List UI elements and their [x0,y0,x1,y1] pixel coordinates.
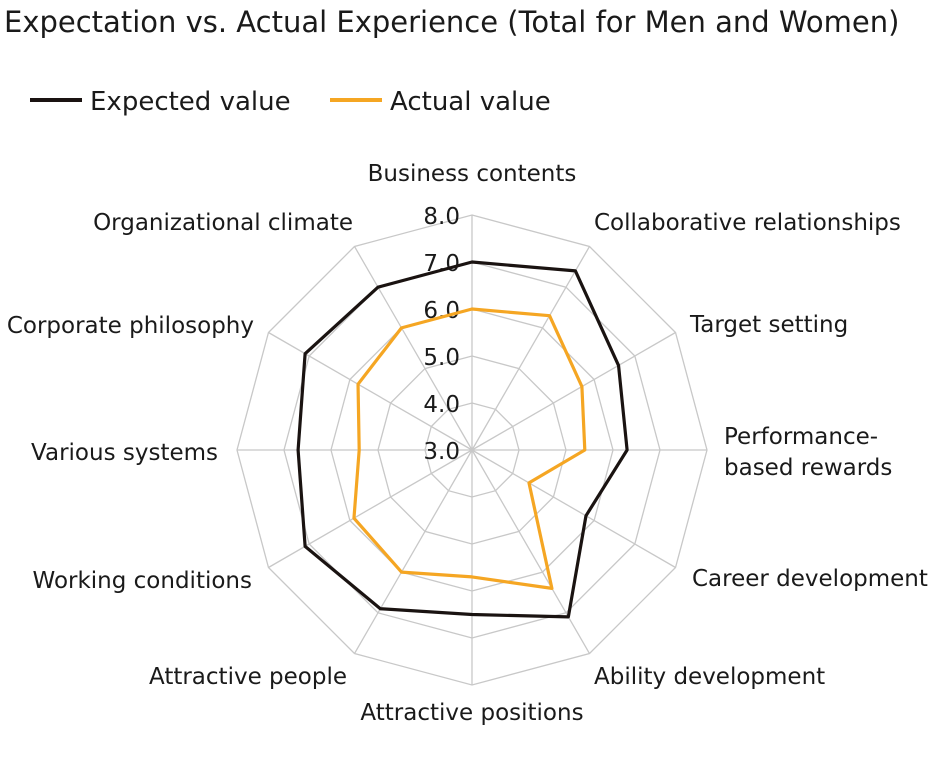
grid-spoke [471,449,676,569]
category-label: Working conditions [33,568,252,594]
tick-label: 3.0 [423,439,460,465]
category-label: Target setting [689,312,848,338]
series-line-expected [296,260,629,619]
grid-spoke [353,449,473,654]
category-label: Attractive positions [360,700,583,726]
grid-spoke [471,246,591,451]
category-label: Career development [692,566,928,592]
legend-label-actual: Actual value [390,87,551,117]
category-label: Performance-based rewards [724,424,892,481]
category-label: Attractive people [149,664,347,690]
series-line-actual [352,307,587,590]
legend-label-expected: Expected value [90,87,291,117]
category-label: Organizational climate [93,210,353,236]
category-label: Collaborative relationships [594,210,901,236]
grid-spoke [471,449,591,654]
category-label: Corporate philosophy [7,313,254,339]
category-label: Ability development [594,664,825,690]
grid-spoke [353,246,473,451]
category-labels: Business contents Collaborative relations… [7,161,928,726]
grid-spoke [268,331,473,451]
tick-label: 8.0 [423,204,460,230]
legend: Expected value Actual value [30,87,551,117]
chart-title: Expectation vs. Actual Experience (Total… [4,5,899,39]
category-label: Business contents [368,161,577,187]
tick-label: 5.0 [423,345,460,371]
category-label: Various systems [31,440,218,466]
tick-label: 4.0 [423,392,460,418]
series-group [296,260,629,619]
grid-spoke [471,331,676,451]
radar-grid [236,214,708,686]
grid-spoke [268,449,473,569]
